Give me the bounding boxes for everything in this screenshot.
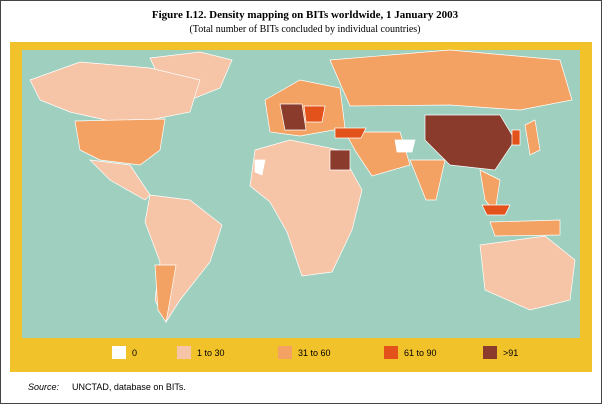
malaysia xyxy=(481,204,511,216)
australia xyxy=(479,235,576,311)
central-europe xyxy=(303,105,326,123)
legend-swatch xyxy=(483,346,497,359)
legend-label: >91 xyxy=(503,348,518,358)
legend-swatch xyxy=(112,346,126,359)
egypt xyxy=(329,149,351,171)
legend-label: 31 to 60 xyxy=(298,348,331,358)
africa xyxy=(249,139,363,277)
russia xyxy=(329,49,573,111)
legend-swatch xyxy=(177,346,191,359)
map-subtitle: (Total number of BITs concluded by indiv… xyxy=(189,24,420,35)
legend-label: 0 xyxy=(132,348,137,358)
legend: 0 1 to 30 31 to 60 61 to 90 >91 xyxy=(112,346,518,359)
source-text: UNCTAD, database on BITs. xyxy=(72,382,186,392)
argentina xyxy=(154,264,177,323)
western-sahara xyxy=(254,159,266,176)
legend-swatch xyxy=(278,346,292,359)
map xyxy=(29,49,576,323)
western-europe xyxy=(279,103,307,131)
korea xyxy=(511,129,521,146)
legend-swatch xyxy=(384,346,398,359)
map-title: Figure I.12. Density mapping on BITs wor… xyxy=(152,9,459,21)
central-america xyxy=(89,159,151,201)
china xyxy=(424,114,516,171)
japan xyxy=(524,119,541,156)
india xyxy=(409,159,446,201)
source-label: Source: xyxy=(28,382,60,392)
afghanistan xyxy=(394,139,416,153)
legend-label: 61 to 90 xyxy=(404,348,437,358)
usa xyxy=(74,118,166,166)
middle-east xyxy=(344,131,411,177)
legend-label: 1 to 30 xyxy=(197,348,225,358)
canada xyxy=(29,61,201,122)
indonesia xyxy=(489,219,561,237)
turkey xyxy=(334,127,367,139)
